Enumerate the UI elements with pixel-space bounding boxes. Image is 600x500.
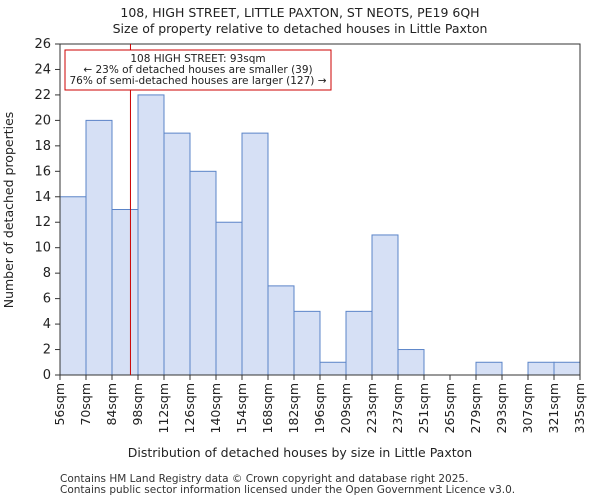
bar-196sqm (319, 361, 347, 376)
annotation-line-3: 76% of semi-detached houses are larger (… (70, 75, 327, 87)
chart-title: 108, HIGH STREET, LITTLE PAXTON, ST NEOT… (120, 5, 479, 20)
x-tick-label: 182sqm (286, 383, 301, 433)
y-tick-label: 14 (34, 190, 51, 205)
x-tick-label: 307sqm (520, 383, 535, 433)
x-tick-label: 154sqm (234, 383, 249, 433)
x-tick-label: 126sqm (182, 383, 197, 433)
bar-126sqm (189, 170, 217, 376)
bar-168sqm (267, 285, 295, 376)
x-tick-label: 251sqm (416, 383, 431, 433)
x-tick-label: 56sqm (52, 383, 67, 426)
bar-84sqm (111, 209, 139, 376)
x-tick-label: 237sqm (390, 383, 405, 433)
y-tick-label: 0 (43, 368, 51, 383)
y-tick-label: 2 (43, 343, 51, 358)
bar-223sqm (371, 234, 399, 376)
y-tick-label: 16 (34, 164, 51, 179)
y-tick-label: 12 (34, 215, 51, 230)
chart-subtitle: Size of property relative to detached ho… (113, 21, 488, 36)
annotation-line-2: ← 23% of detached houses are smaller (39… (83, 64, 312, 76)
annotation-line-1: 108 HIGH STREET: 93sqm (130, 53, 265, 65)
bar-140sqm (215, 221, 243, 376)
x-tick-label: 279sqm (468, 383, 483, 433)
y-tick-label: 4 (43, 317, 51, 332)
y-tick-label: 22 (34, 88, 51, 103)
plot-frame (59, 43, 581, 376)
bar-154sqm (241, 132, 269, 376)
bar-279sqm (475, 361, 503, 376)
y-axis-label: Number of detached properties (1, 112, 16, 309)
bar-209sqm (345, 310, 373, 376)
y-tick-label: 20 (34, 113, 51, 128)
x-tick-label: 84sqm (104, 383, 119, 426)
y-tick-label: 6 (43, 292, 51, 307)
x-tick-label: 70sqm (78, 383, 93, 426)
footer-line-1: Contains HM Land Registry data © Crown c… (60, 473, 469, 485)
x-tick-label: 98sqm (130, 383, 145, 426)
x-axis-label: Distribution of detached houses by size … (128, 445, 472, 460)
footer-line-2: Contains public sector information licen… (60, 484, 516, 496)
x-tick-label: 223sqm (364, 383, 379, 433)
y-tick-label: 18 (34, 139, 51, 154)
x-tick-label: 196sqm (312, 383, 327, 433)
bar-70sqm (85, 119, 113, 376)
bar-321sqm (553, 361, 581, 376)
x-tick-label: 321sqm (546, 383, 561, 433)
y-tick-label: 8 (43, 266, 51, 281)
bar-182sqm (293, 310, 321, 376)
y-tick-label: 26 (34, 37, 51, 52)
bars-group (59, 94, 581, 376)
bar-237sqm (397, 349, 425, 376)
x-tick-label: 140sqm (208, 383, 223, 433)
annotation-box: 108 HIGH STREET: 93sqm ← 23% of detached… (64, 49, 332, 91)
y-tick-label: 10 (34, 241, 51, 256)
x-tick-label: 293sqm (494, 383, 509, 433)
x-tick-label: 168sqm (260, 383, 275, 433)
x-tick-label: 112sqm (156, 383, 171, 433)
x-axis: 56sqm 70sqm 84sqm 98sqm 112sqm 126sqm 140sqm 15… (52, 375, 587, 433)
y-tick-label: 24 (34, 62, 51, 77)
bar-56sqm (59, 196, 87, 376)
annotation-border (64, 49, 332, 91)
x-tick-label: 335sqm (572, 383, 587, 433)
bar-307sqm (527, 361, 555, 376)
bar-112sqm (163, 132, 191, 376)
x-tick-label: 209sqm (338, 383, 353, 433)
bar-98sqm (137, 94, 165, 376)
x-tick-label: 265sqm (442, 383, 457, 433)
